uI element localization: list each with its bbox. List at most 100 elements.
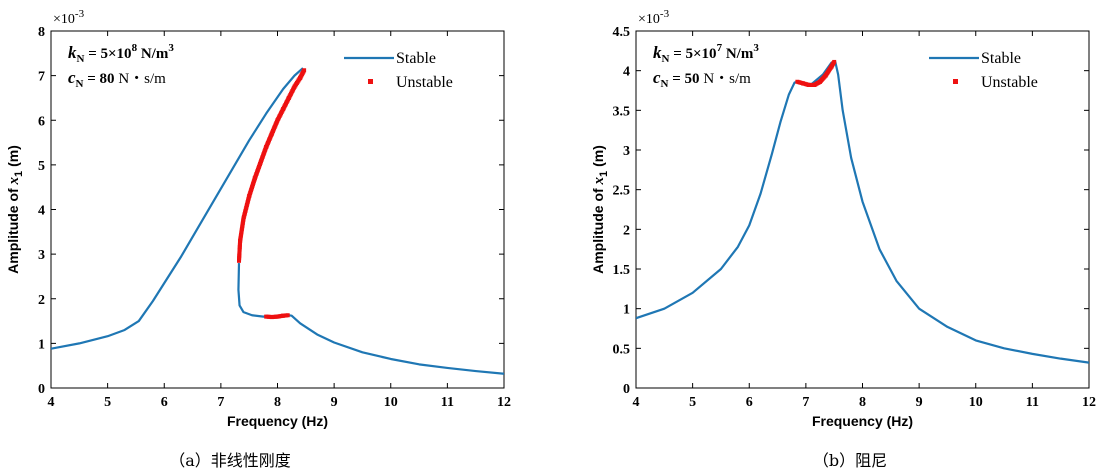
- x-tick-label: 11: [1026, 395, 1039, 410]
- plot-series-group: [636, 59, 1089, 364]
- c-unit: N・s/m: [115, 71, 167, 87]
- x-tick-label: 7: [802, 395, 809, 410]
- k-unit: N/m: [137, 46, 169, 62]
- legend-unstable-label: Unstable: [981, 74, 1038, 91]
- y-tick-label: 4.5: [613, 25, 631, 40]
- y-tick-label: 1.5: [613, 263, 631, 278]
- k-unit: N/m: [722, 46, 754, 62]
- stable-curve-0: [636, 60, 1089, 364]
- stiffness-annotation: kN = 5×107 N/m3: [653, 42, 759, 65]
- k-equals: = 5×10: [669, 46, 716, 62]
- k-symbol: k: [653, 43, 662, 62]
- legend-unstable-swatch: [368, 79, 373, 84]
- y-tick-label: 2: [38, 293, 45, 308]
- c-subscript: N: [76, 78, 84, 90]
- unstable-point: [302, 68, 307, 73]
- unstable-point: [285, 313, 290, 318]
- y-label-unit: (m): [5, 145, 21, 171]
- unstable-markers-1: [795, 59, 837, 87]
- x-tick-label: 12: [497, 395, 511, 410]
- y-label-variable: x: [6, 176, 22, 185]
- c-equals: = 80: [84, 71, 115, 87]
- y-tick-label: 2: [623, 223, 630, 238]
- exponent-base: ×10: [53, 12, 75, 27]
- y-tick-label: 4: [623, 65, 630, 80]
- x-tick-label: 8: [859, 395, 866, 410]
- y-label-subscript: 1: [598, 171, 610, 177]
- y-axis-exponent: ×10-3: [638, 8, 670, 27]
- y-tick-label: 3.5: [613, 104, 631, 119]
- x-tick-label: 5: [104, 395, 111, 410]
- x-tick-label: 8: [274, 395, 281, 410]
- exponent-base: ×10: [638, 12, 660, 27]
- x-tick-label: 5: [689, 395, 696, 410]
- x-axis-label: Frequency (Hz): [227, 413, 328, 429]
- y-tick-label: 5: [38, 159, 45, 174]
- y-tick-label: 8: [38, 25, 45, 40]
- x-tick-label: 7: [217, 395, 224, 410]
- legend-unstable-label: Unstable: [396, 74, 453, 91]
- y-axis-exponent: ×10-3: [53, 8, 85, 27]
- exponent-power: -3: [660, 8, 670, 20]
- stiffness-annotation: kN = 5×108 N/m3: [68, 42, 174, 65]
- y-tick-label: 1: [38, 337, 45, 352]
- legend-stable-label: Stable: [396, 50, 436, 67]
- y-label-unit: (m): [590, 145, 606, 171]
- y-tick-label: 0.5: [613, 342, 631, 357]
- y-label-variable: x: [591, 176, 607, 185]
- subfigure-caption: （b）阻尼: [813, 451, 887, 470]
- y-tick-label: 6: [38, 114, 45, 129]
- y-tick-label: 7: [38, 70, 45, 85]
- y-axis-label: Amplitude of x1 (m): [5, 145, 25, 274]
- x-tick-label: 12: [1082, 395, 1096, 410]
- x-tick-label: 10: [384, 395, 398, 410]
- unstable-markers-3: [264, 313, 290, 320]
- c-symbol: c: [68, 68, 76, 87]
- k-subscript: N: [662, 53, 670, 65]
- y-tick-label: 4: [38, 204, 45, 219]
- legend-unstable-swatch: [953, 79, 958, 84]
- y-tick-label: 0: [38, 382, 45, 397]
- unstable-point: [832, 59, 837, 64]
- subfigure-caption: （a）非线性刚度: [169, 451, 291, 470]
- x-tick-label: 4: [633, 395, 640, 410]
- y-label-prefix: Amplitude of: [590, 184, 606, 273]
- c-unit: N・s/m: [700, 71, 752, 87]
- x-tick-label: 9: [916, 395, 923, 410]
- stable-curve-1: [237, 263, 504, 375]
- x-tick-label: 11: [441, 395, 454, 410]
- k-power: 7: [717, 42, 723, 54]
- y-tick-label: 3: [623, 144, 630, 159]
- c-equals: = 50: [669, 71, 700, 87]
- y-label-prefix: Amplitude of: [5, 184, 21, 273]
- k-unit-power: 3: [753, 42, 759, 54]
- k-subscript: N: [77, 53, 85, 65]
- y-tick-label: 0: [623, 382, 630, 397]
- chart-panel-b: 4 5 6 7 8 9 10 11 12 0 0.5 1 1.5 2 2.5 3 3.5 4 4.5 ×10-3 Fre…: [590, 8, 1096, 470]
- unstable-markers-2: [237, 68, 307, 263]
- damping-annotation: cN = 50 N・s/m: [653, 68, 751, 90]
- x-tick-label: 9: [331, 395, 338, 410]
- y-tick-label: 2.5: [613, 184, 631, 199]
- x-tick-label: 6: [161, 395, 168, 410]
- legend-stable-label: Stable: [981, 50, 1021, 67]
- plot-series-group: [51, 67, 504, 375]
- x-tick-label: 6: [746, 395, 753, 410]
- k-equals: = 5×10: [84, 46, 131, 62]
- x-tick-label: 4: [48, 395, 55, 410]
- damping-annotation: cN = 80 N・s/m: [68, 68, 166, 90]
- c-symbol: c: [653, 68, 661, 87]
- y-tick-label: 3: [38, 248, 45, 263]
- k-symbol: k: [68, 43, 77, 62]
- x-tick-label: 10: [969, 395, 983, 410]
- stable-curve-0: [51, 67, 304, 350]
- x-axis-label: Frequency (Hz): [812, 413, 913, 429]
- y-axis-label: Amplitude of x1 (m): [590, 145, 610, 274]
- c-subscript: N: [661, 78, 669, 90]
- exponent-power: -3: [75, 8, 85, 20]
- k-unit-power: 3: [168, 42, 174, 54]
- y-label-subscript: 1: [13, 171, 25, 177]
- k-power: 8: [132, 42, 138, 54]
